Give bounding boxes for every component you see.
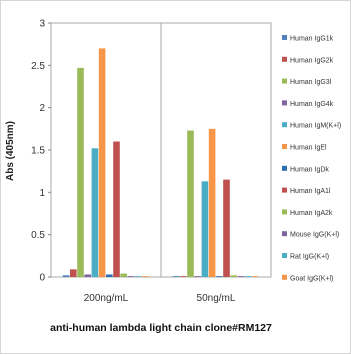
y-axis-label: Abs (405nm) xyxy=(5,121,16,181)
bar xyxy=(106,274,113,277)
legend-label: Human IgG3l xyxy=(290,79,332,86)
legend-swatch xyxy=(282,274,287,280)
legend-swatch xyxy=(282,253,287,258)
x-axis-title: anti-human lambda light chain clone#RM12… xyxy=(50,322,272,334)
x-tick-label: 50ng/mL xyxy=(197,293,236,304)
bar xyxy=(252,276,259,277)
legend-label: Human IgA2k xyxy=(290,210,333,217)
bar xyxy=(201,181,209,277)
y-tick-label: 2.5 xyxy=(31,61,45,72)
bar xyxy=(142,276,149,277)
legend-label: Mouse IgG(K+l) xyxy=(290,232,339,239)
bar xyxy=(77,67,84,278)
y-tick-label: 3 xyxy=(39,19,45,30)
legend-label: Human IgA1l xyxy=(290,188,331,195)
legend-label: Rat IgG(K+l) xyxy=(290,254,329,261)
legend-swatch xyxy=(282,56,287,62)
bar xyxy=(194,276,201,277)
bar xyxy=(134,276,142,277)
legend-swatch xyxy=(282,187,287,193)
legend-label: Human IgEl xyxy=(290,145,327,152)
legend-label: Human IgG2k xyxy=(290,57,334,64)
bar xyxy=(84,274,91,277)
bar xyxy=(244,276,252,277)
bar xyxy=(91,148,99,277)
bar xyxy=(70,269,77,277)
bar xyxy=(216,276,223,277)
legend-swatch xyxy=(282,35,287,40)
y-tick-label: 1 xyxy=(39,188,45,199)
bar xyxy=(98,48,106,278)
legend-swatch xyxy=(282,231,287,237)
bar xyxy=(127,276,135,277)
legend-swatch xyxy=(282,144,287,149)
bar xyxy=(187,130,194,277)
y-tick-label: 0.5 xyxy=(31,230,45,241)
legend-label: Human IgG4k xyxy=(290,101,334,108)
plot-area: 0 0.5 1 1.5 2 2.5 3 200ng/mL 50ng/mL xyxy=(31,19,272,304)
bar xyxy=(230,275,237,277)
bar xyxy=(172,276,180,277)
legend-swatch xyxy=(282,165,287,171)
bar xyxy=(113,141,120,277)
y-tick-label: 2 xyxy=(39,103,45,114)
bar xyxy=(223,179,230,277)
y-tick-label: 0 xyxy=(39,273,45,284)
bar xyxy=(237,276,245,277)
bar xyxy=(62,275,70,277)
legend-label: Human IgDk xyxy=(290,166,329,173)
legend-label: Goat IgG(K+l) xyxy=(290,275,333,282)
legend-swatch xyxy=(282,100,287,106)
bar xyxy=(208,128,216,277)
legend-swatch xyxy=(282,209,287,215)
legend-swatch xyxy=(282,122,287,128)
legend: Human IgG1k Human IgG2k Human IgG3l Human I… xyxy=(282,35,341,282)
y-tick-label: 1.5 xyxy=(31,146,45,157)
x-tick-label: 200ng/mL xyxy=(84,293,129,304)
legend-swatch xyxy=(282,78,287,84)
legend-label: Human IgM(K+l) xyxy=(290,123,341,130)
bar xyxy=(120,273,127,277)
bar xyxy=(180,276,187,277)
legend-label: Human IgG1k xyxy=(290,36,334,43)
